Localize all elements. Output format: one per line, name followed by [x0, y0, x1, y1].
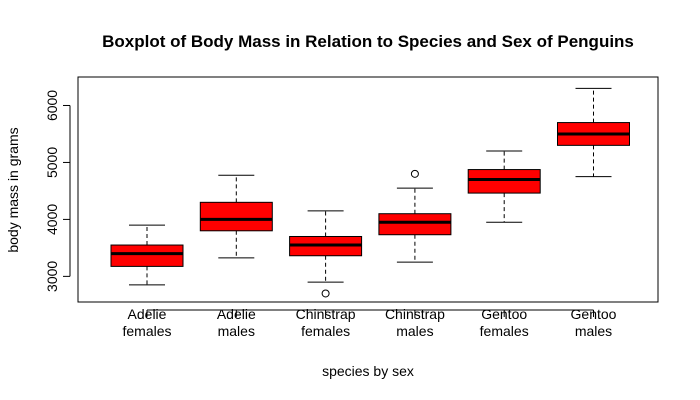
x-tick-label: females — [122, 323, 171, 339]
x-tick-label: Chinstrap — [385, 306, 445, 322]
plot-frame — [77, 76, 659, 303]
box-iqr — [467, 169, 541, 194]
y-tick-label: 5000 — [44, 147, 60, 178]
box-group — [378, 169, 452, 263]
x-tick-label: Adelie — [128, 306, 167, 322]
x-tick-label: males — [218, 323, 255, 339]
box-group — [110, 224, 184, 286]
plot-area: 3000400050006000AdeliefemalesAdeliemales… — [44, 87, 630, 339]
box-iqr — [378, 213, 452, 236]
box-group — [289, 210, 363, 298]
box-iqr — [199, 201, 273, 232]
x-tick-label: males — [396, 323, 433, 339]
x-tick-label: Adelie — [217, 306, 256, 322]
y-tick-label: 4000 — [44, 204, 60, 235]
box-group — [557, 87, 630, 178]
box-group — [199, 174, 273, 259]
y-axis-label: body mass in grams — [5, 127, 21, 252]
x-tick-label: females — [480, 323, 529, 339]
chart-title: Boxplot of Body Mass in Relation to Spec… — [102, 32, 634, 51]
outlier-point — [410, 169, 419, 178]
x-tick-label: males — [575, 323, 612, 339]
y-tick-label: 6000 — [44, 90, 60, 121]
x-tick-label: Gentoo — [571, 306, 617, 322]
y-tick-label: 3000 — [44, 261, 60, 292]
outlier-point — [321, 289, 330, 298]
x-tick-label: Chinstrap — [296, 306, 356, 322]
x-tick-label: Gentoo — [481, 306, 527, 322]
x-tick-label: females — [301, 323, 350, 339]
box-iqr — [110, 244, 184, 267]
box-group — [467, 150, 541, 223]
x-axis-label: species by sex — [322, 363, 414, 379]
